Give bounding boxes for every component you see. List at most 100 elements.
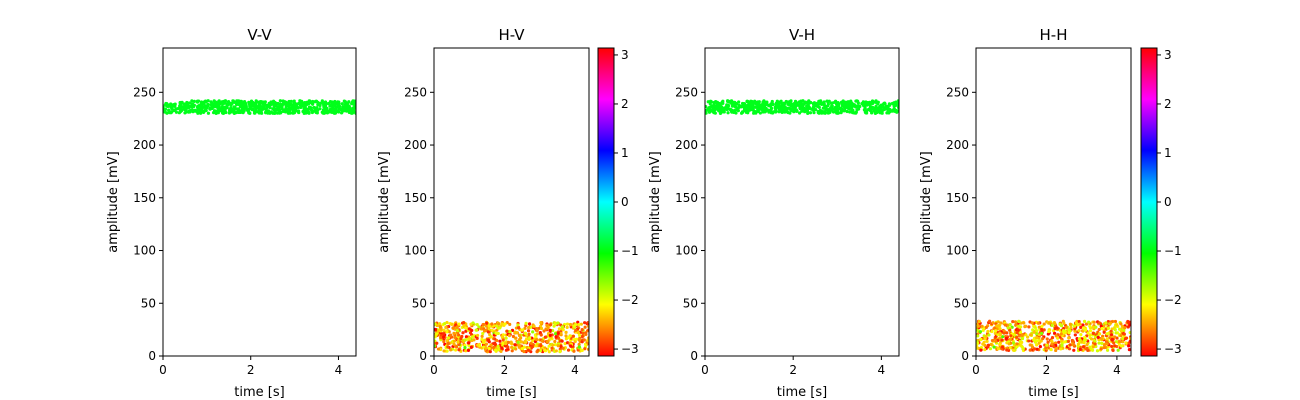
axes-frame xyxy=(162,47,357,357)
data-point xyxy=(349,108,353,112)
data-point xyxy=(280,106,284,111)
data-point xyxy=(1112,341,1116,345)
data-point xyxy=(556,331,560,336)
data-point xyxy=(986,343,991,347)
data-point xyxy=(484,324,488,328)
data-point xyxy=(725,104,729,109)
data-point xyxy=(1108,336,1112,340)
data-point xyxy=(1110,344,1114,349)
data-point xyxy=(450,322,454,326)
data-point xyxy=(977,319,981,324)
data-point xyxy=(437,322,442,326)
data-point xyxy=(788,100,792,104)
data-point xyxy=(1037,341,1041,345)
data-point xyxy=(1035,347,1039,351)
data-point xyxy=(1102,345,1106,350)
subplot-1: 0 2 4 0 50 100 150 200 250 time [s] amplitude [mV]… xyxy=(106,26,357,400)
data-point xyxy=(1088,324,1092,328)
data-point xyxy=(577,338,581,342)
data-point xyxy=(524,321,528,325)
data-point xyxy=(985,339,989,343)
data-point xyxy=(446,336,451,340)
data-point xyxy=(839,111,843,115)
data-point xyxy=(1127,344,1131,348)
data-point xyxy=(227,111,231,115)
data-point xyxy=(798,103,802,107)
data-point xyxy=(707,110,712,114)
data-point xyxy=(839,106,843,110)
data-point xyxy=(443,322,447,326)
y-tick-label: 150 xyxy=(404,191,427,205)
data-point xyxy=(713,108,717,112)
data-point xyxy=(1077,319,1081,324)
y-tick-label: 150 xyxy=(946,191,969,205)
colorbar-tick-label: 1 xyxy=(621,146,629,160)
data-point xyxy=(457,322,461,326)
data-point xyxy=(807,101,811,106)
data-point xyxy=(793,105,798,109)
data-point xyxy=(306,110,311,114)
data-point xyxy=(438,325,442,329)
data-point xyxy=(842,101,846,105)
data-point xyxy=(831,107,835,111)
data-point xyxy=(569,344,573,348)
data-point xyxy=(293,101,297,105)
data-point xyxy=(484,346,488,350)
data-point xyxy=(517,326,521,330)
data-point xyxy=(1040,324,1044,328)
data-point xyxy=(231,107,235,112)
data-point xyxy=(1124,336,1129,340)
data-point xyxy=(1066,339,1071,343)
data-point xyxy=(1047,321,1052,325)
data-point xyxy=(886,109,890,113)
data-point xyxy=(444,325,448,330)
data-point xyxy=(770,99,774,104)
data-point xyxy=(996,347,1001,351)
data-point xyxy=(996,320,1000,324)
data-point xyxy=(988,347,993,351)
data-point xyxy=(1102,343,1107,347)
data-point xyxy=(228,108,232,112)
data-point xyxy=(812,111,816,115)
data-point xyxy=(340,108,344,112)
data-point xyxy=(435,341,439,345)
y-axis-label: amplitude [mV] xyxy=(919,151,934,253)
data-point xyxy=(240,107,244,111)
data-point xyxy=(292,105,296,109)
data-point xyxy=(1084,328,1088,332)
data-point xyxy=(1017,324,1021,328)
data-point xyxy=(822,102,826,106)
data-point xyxy=(527,332,531,336)
data-point xyxy=(1105,332,1109,336)
data-point xyxy=(553,343,558,347)
data-point xyxy=(1114,331,1118,335)
axes-frame xyxy=(975,47,1132,357)
data-point xyxy=(190,102,194,106)
data-point xyxy=(485,321,489,325)
data-point xyxy=(1020,345,1024,349)
data-point xyxy=(251,101,256,105)
data-point xyxy=(183,106,187,111)
data-point xyxy=(278,99,282,103)
data-point xyxy=(1128,331,1131,335)
data-point xyxy=(238,105,243,109)
data-point xyxy=(326,101,331,106)
data-point xyxy=(482,329,487,333)
data-point xyxy=(1074,321,1078,325)
data-point xyxy=(168,104,172,108)
scatter-points xyxy=(163,99,356,115)
data-point xyxy=(1026,335,1030,339)
data-point xyxy=(183,111,187,115)
data-point xyxy=(1085,346,1089,350)
x-tick-label: 0 xyxy=(430,363,438,377)
data-point xyxy=(1049,347,1053,352)
data-point xyxy=(489,335,493,339)
data-point xyxy=(736,109,740,113)
data-point xyxy=(466,348,471,352)
data-point xyxy=(520,346,524,351)
data-point xyxy=(800,105,805,109)
data-point xyxy=(526,325,531,330)
data-point xyxy=(316,108,320,112)
data-point xyxy=(1072,348,1076,352)
data-point xyxy=(532,324,536,328)
